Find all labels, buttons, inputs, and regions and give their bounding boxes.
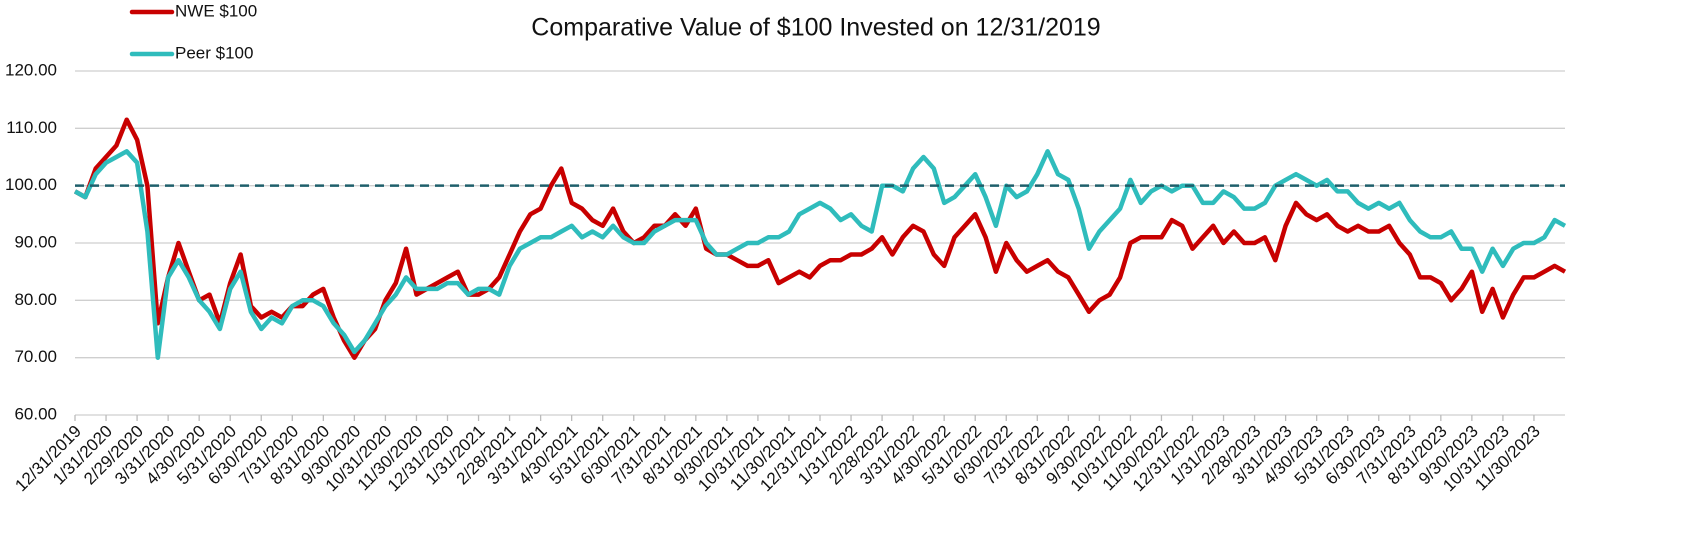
y-tick-label: 70.00: [14, 347, 57, 366]
series-line: [73, 149, 1567, 360]
y-tick-label: 100.00: [5, 175, 57, 194]
legend-label: Peer $100: [175, 43, 253, 62]
legend-label: NWE $100: [175, 1, 257, 20]
y-tick-label: 110.00: [6, 118, 57, 137]
y-tick-label: 80.00: [14, 290, 57, 309]
chart-title: Comparative Value of $100 Invested on 12…: [531, 14, 1100, 42]
y-tick-label: 60.00: [14, 404, 57, 423]
y-tick-label: 120.00: [5, 60, 57, 79]
y-tick-label: 90.00: [14, 232, 57, 251]
series-line: [73, 117, 1567, 360]
